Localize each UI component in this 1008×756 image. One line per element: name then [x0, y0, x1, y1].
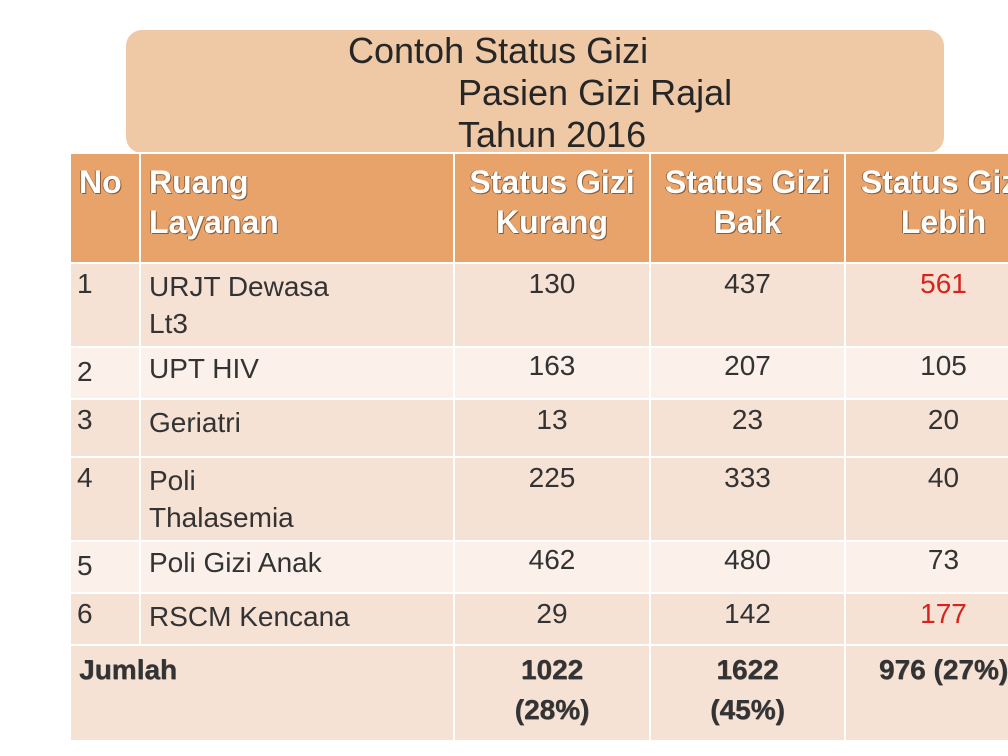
table-row: 3 Geriatri 13 23 20 — [69, 398, 1008, 458]
row-ruang: URJT Dewasa Lt3 — [139, 262, 455, 348]
header-status-baik: Status Gizi Baik — [649, 152, 846, 264]
total-label: Jumlah — [69, 644, 455, 742]
row-no: 3 — [69, 398, 141, 458]
title-line-2: Pasien Gizi Rajal — [458, 72, 733, 113]
total-lebih: 976 (27%) — [844, 644, 1008, 742]
total-baik: 1622 (45%) — [649, 644, 846, 742]
table-row: 6 RSCM Kencana 29 142 177 — [69, 592, 1008, 646]
row-kurang: 13 — [453, 398, 651, 458]
row-kurang: 163 — [453, 346, 651, 400]
row-no: 2 — [69, 346, 141, 400]
row-baik: 207 — [649, 346, 846, 400]
title-panel — [126, 30, 944, 153]
row-no: 4 — [69, 456, 141, 542]
total-kurang: 1022 (28%) — [453, 644, 651, 742]
row-no: 6 — [69, 592, 141, 646]
status-gizi-table: No Ruang Layanan Status Gizi Kurang Stat… — [69, 152, 1008, 742]
row-kurang: 462 — [453, 540, 651, 594]
row-ruang: RSCM Kencana — [139, 592, 455, 646]
title-line-1: Contoh Status Gizi — [348, 30, 649, 71]
row-no: 5 — [69, 540, 141, 594]
row-baik: 333 — [649, 456, 846, 542]
table-row: 4 Poli Thalasemia 225 333 40 — [69, 456, 1008, 542]
table-total-row: Jumlah 1022 (28%) 1622 (45%) 976 (27%) — [69, 644, 1008, 742]
row-ruang: Poli Thalasemia — [139, 456, 455, 542]
row-lebih: 73 — [844, 540, 1008, 594]
row-kurang: 29 — [453, 592, 651, 646]
row-ruang: UPT HIV — [139, 346, 455, 400]
row-lebih: 561 — [844, 262, 1008, 348]
table-row: 1 URJT Dewasa Lt3 130 437 561 — [69, 262, 1008, 348]
row-ruang: Geriatri — [139, 398, 455, 458]
row-lebih: 177 — [844, 592, 1008, 646]
row-kurang: 225 — [453, 456, 651, 542]
table-header-row: No Ruang Layanan Status Gizi Kurang Stat… — [69, 152, 1008, 264]
row-lebih: 105 — [844, 346, 1008, 400]
row-lebih: 40 — [844, 456, 1008, 542]
row-baik: 437 — [649, 262, 846, 348]
header-ruang-layanan: Ruang Layanan — [139, 152, 455, 264]
header-status-kurang: Status Gizi Kurang — [453, 152, 651, 264]
row-ruang: Poli Gizi Anak — [139, 540, 455, 594]
row-baik: 23 — [649, 398, 846, 458]
row-baik: 142 — [649, 592, 846, 646]
table-row: 2 UPT HIV 163 207 105 — [69, 346, 1008, 400]
row-kurang: 130 — [453, 262, 651, 348]
header-status-lebih: Status Gizi Lebih — [844, 152, 1008, 264]
title-line-3: Tahun 2016 — [458, 114, 647, 155]
row-lebih: 20 — [844, 398, 1008, 458]
row-no: 1 — [69, 262, 141, 348]
header-no: No — [69, 152, 141, 264]
table-row: 5 Poli Gizi Anak 462 480 73 — [69, 540, 1008, 594]
row-baik: 480 — [649, 540, 846, 594]
